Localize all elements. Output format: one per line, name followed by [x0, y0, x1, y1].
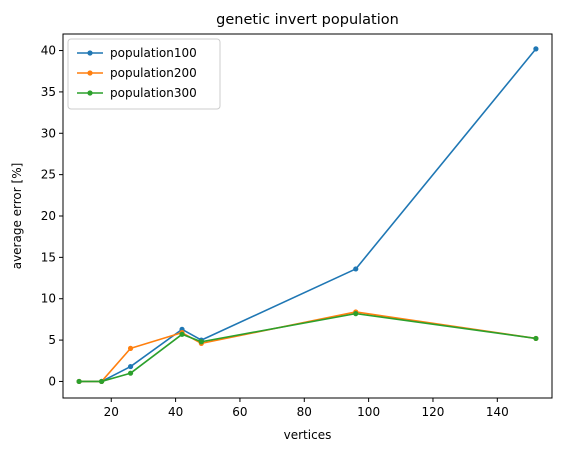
data-point: [76, 378, 82, 385]
y-tick-label: 5: [48, 333, 56, 347]
data-point: [179, 331, 185, 337]
legend-label: population100: [110, 46, 197, 60]
y-tick-label: 10: [41, 292, 56, 306]
x-tick-label: 20: [104, 405, 119, 419]
y-axis-label: average error [%]: [10, 163, 24, 270]
series-layer: [76, 46, 539, 385]
y-tick-label: 35: [41, 85, 56, 99]
x-axis-label: vertices: [284, 428, 332, 442]
legend-label: population200: [110, 66, 197, 80]
series-line: [79, 312, 537, 383]
legend-marker: [87, 90, 93, 96]
legend-item: population300: [77, 86, 197, 100]
y-tick-label: 40: [41, 44, 56, 58]
legend-box: [67, 38, 221, 110]
legend: population100 population200 population300: [67, 38, 221, 110]
axis-ticks: 20 40 60 80 100 120 140 0 5 10 15 20 25 30 35 40: [41, 44, 509, 419]
y-tick-label: 30: [41, 126, 56, 140]
data-point: [533, 335, 539, 342]
data-point: [533, 46, 539, 52]
y-tick-label: 15: [41, 250, 56, 264]
x-tick-label: 140: [486, 405, 509, 419]
x-tick-label: 120: [422, 405, 445, 419]
data-point: [353, 311, 359, 317]
y-tick-label: 25: [41, 168, 56, 182]
chart-title: genetic invert population: [216, 12, 399, 28]
x-tick-label: 40: [168, 405, 183, 419]
data-point: [353, 266, 359, 272]
data-point: [127, 370, 134, 376]
data-point: [198, 339, 204, 345]
legend-label: population300: [110, 86, 197, 100]
legend-marker: [87, 50, 93, 56]
legend-item: population200: [77, 66, 197, 80]
x-tick-label: 80: [297, 405, 312, 419]
data-point: [127, 363, 134, 370]
data-point: [99, 378, 105, 385]
data-point: [127, 345, 134, 351]
series-population200: [76, 309, 539, 385]
y-tick-label: 0: [48, 374, 56, 388]
x-tick-label: 100: [357, 405, 380, 419]
legend-item: population100: [77, 46, 197, 60]
x-tick-label: 60: [232, 405, 247, 419]
legend-marker: [87, 70, 93, 76]
y-tick-label: 20: [41, 209, 56, 223]
series-population300: [76, 311, 539, 385]
